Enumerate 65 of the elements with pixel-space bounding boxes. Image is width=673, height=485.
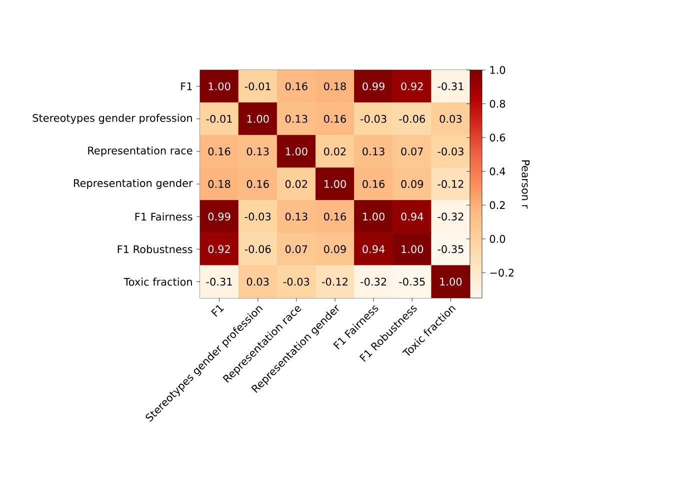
data-label: -0.31 — [206, 278, 232, 286]
color-bar-label: 0.8 — [490, 100, 506, 108]
data-label: 0.03 — [246, 278, 269, 286]
data-label: -0.03 — [244, 212, 271, 221]
y-tick-label: Stereotypes gender profession — [32, 114, 192, 124]
data-label: 0.18 — [324, 82, 346, 90]
color-bar-title: Pearson r — [522, 160, 530, 209]
y-tick-label: F1 — [181, 82, 192, 90]
data-label: -0.32 — [438, 212, 464, 221]
data-label: 0.13 — [362, 147, 384, 156]
x-tick-label: F1 — [211, 305, 224, 317]
data-label: 0.07 — [401, 147, 423, 156]
data-label: -0.03 — [360, 114, 386, 123]
data-label: 0.02 — [324, 147, 346, 156]
data-label: 0.09 — [324, 245, 346, 254]
data-label: 0.16 — [362, 180, 385, 188]
y-tick-label: Representation gender — [74, 178, 193, 190]
data-label: 0.16 — [246, 180, 269, 188]
data-label: 1.00 — [440, 278, 462, 286]
y-tick-label: Toxic fraction — [124, 278, 192, 286]
data-label: 0.94 — [401, 212, 424, 221]
data-label: 0.94 — [362, 245, 385, 254]
color-bar-label: 0.4 — [490, 167, 506, 176]
data-label: 1.00 — [208, 82, 230, 90]
data-label: -0.12 — [438, 180, 464, 188]
data-label: 1.00 — [247, 114, 269, 123]
data-label: -0.35 — [399, 278, 425, 286]
data-label: 0.07 — [285, 245, 308, 254]
data-label: 0.92 — [208, 245, 230, 254]
data-label: 0.92 — [401, 82, 423, 90]
data-label: -0.03 — [283, 278, 310, 286]
color-bar-label: −0.2 — [490, 268, 514, 277]
data-label: 0.16 — [208, 147, 230, 156]
data-label: 0.09 — [401, 180, 424, 188]
data-label: 1.00 — [363, 212, 385, 221]
color-bar-label: 0.0 — [490, 234, 506, 243]
data-label: -0.35 — [438, 245, 464, 254]
data-label: -0.06 — [244, 245, 271, 254]
data-label: -0.32 — [360, 278, 386, 286]
y-tick-label: F1 Fairness — [135, 212, 192, 221]
y-tick-label: Representation race — [88, 146, 192, 156]
data-label: 0.99 — [208, 212, 230, 221]
data-label: -0.01 — [206, 114, 232, 123]
color-bar-label: 1.0 — [490, 66, 506, 74]
data-label: 0.99 — [362, 82, 384, 90]
color-bar-label: 0.6 — [490, 134, 506, 142]
y-tick-label: F1 Robustness — [118, 245, 192, 254]
data-label: 0.03 — [440, 114, 462, 123]
data-label: 1.00 — [324, 180, 346, 188]
color-bar-label: 0.2 — [490, 201, 505, 210]
data-label: 0.18 — [208, 180, 230, 188]
data-label: 0.13 — [246, 147, 269, 156]
data-label: -0.01 — [244, 82, 270, 90]
data-label: 1.00 — [402, 245, 424, 254]
data-label: 0.13 — [285, 212, 308, 221]
data-label: -0.06 — [399, 114, 425, 123]
data-label: 0.13 — [285, 114, 308, 123]
data-label: 0.16 — [285, 82, 308, 90]
data-label: 1.00 — [286, 147, 308, 156]
data-label: 0.16 — [324, 114, 346, 123]
data-label: -0.03 — [438, 147, 464, 156]
data-label: -0.31 — [438, 82, 464, 90]
data-label: -0.12 — [322, 278, 348, 286]
data-label: 0.02 — [285, 180, 308, 188]
data-label: 0.16 — [324, 212, 346, 221]
